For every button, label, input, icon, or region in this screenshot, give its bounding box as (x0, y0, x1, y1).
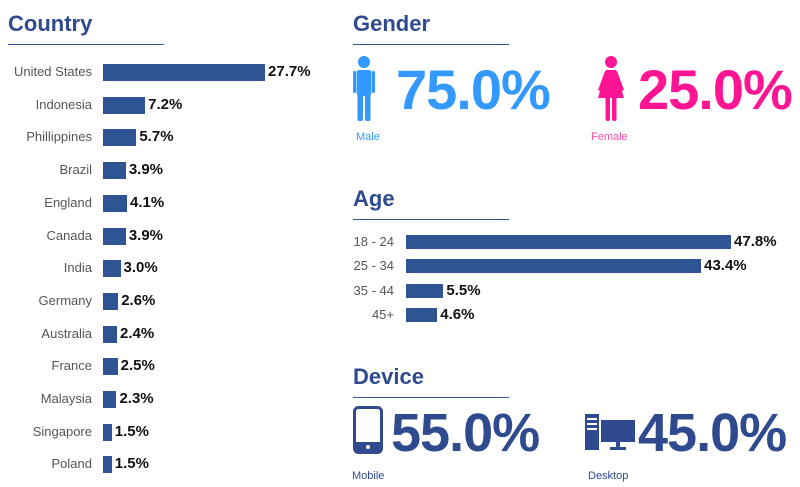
age-label: 25 - 34 (353, 258, 394, 274)
country-bar (103, 456, 112, 474)
age-label: 45+ (371, 306, 394, 322)
mobile-label: Mobile (352, 470, 385, 482)
female-label: Female (591, 131, 628, 143)
country-value: 3.0% (123, 259, 158, 277)
age-divider (353, 219, 509, 220)
gender-divider (353, 44, 509, 45)
country-value: 1.5% (114, 422, 149, 440)
country-bar (103, 194, 127, 212)
desktop-icon (585, 414, 635, 450)
country-value: 2.4% (120, 324, 155, 342)
age-title: Age (353, 186, 395, 211)
country-value: 7.2% (148, 95, 183, 113)
age-value: 43.4% (704, 257, 747, 275)
country-value: 3.9% (128, 226, 164, 244)
country-label: Germany (38, 292, 92, 308)
country-bar (103, 162, 126, 180)
country-title: Country (8, 11, 93, 36)
age-value: 4.6% (440, 305, 475, 323)
country-bar (103, 423, 112, 441)
country-bar (103, 292, 119, 310)
country-label: England (44, 194, 92, 210)
male-percentage: 75.0% (396, 58, 551, 121)
country-bar (103, 260, 121, 278)
country-label: Malaysia (40, 391, 92, 406)
age-label: 35 - 44 (353, 282, 394, 298)
desktop-label: Desktop (588, 470, 629, 482)
country-label: Phillippines (26, 129, 92, 145)
mobile-icon (353, 406, 383, 454)
country-label: Singapore (32, 423, 92, 439)
female-icon (598, 56, 624, 121)
country-bar (103, 325, 118, 343)
country-value: 2.6% (121, 291, 156, 309)
age-value: 5.5% (446, 281, 481, 299)
country-value: 2.5% (120, 357, 155, 375)
country-value: 4.1% (129, 193, 165, 211)
country-label: Canada (46, 227, 92, 243)
country-bar (103, 358, 118, 376)
country-label: Poland (51, 456, 92, 472)
country-value: 1.5% (114, 455, 149, 473)
device-title: Device (353, 364, 424, 389)
age-value: 47.8% (734, 233, 777, 250)
country-label: France (51, 358, 92, 374)
mobile-percentage: 55.0% (391, 403, 540, 463)
country-label: Brazil (59, 162, 92, 178)
device-divider (353, 397, 509, 398)
country-value: 3.9% (128, 161, 164, 179)
country-bar (103, 96, 146, 114)
country-value: 2.3% (119, 390, 154, 407)
country-bar (103, 391, 117, 408)
age-bar (406, 307, 438, 322)
age-bar (406, 259, 702, 274)
desktop-percentage: 45.0% (638, 403, 787, 463)
country-label: Australia (41, 325, 92, 341)
country-bar (103, 129, 137, 147)
country-value: 5.7% (139, 128, 174, 146)
age-label: 18 - 24 (353, 234, 394, 249)
age-bar (406, 283, 444, 298)
male-icon (353, 56, 375, 121)
male-label: Male (356, 131, 380, 143)
country-bar (103, 227, 126, 245)
country-label: Indonesia (35, 96, 92, 112)
female-percentage: 25.0% (638, 58, 793, 121)
gender-title: Gender (353, 11, 431, 36)
age-bar (406, 235, 732, 249)
country-bar (103, 64, 266, 81)
country-divider (8, 44, 164, 45)
country-value: 27.7% (268, 63, 311, 80)
country-label: United States (13, 64, 92, 79)
country-label: India (63, 260, 92, 276)
